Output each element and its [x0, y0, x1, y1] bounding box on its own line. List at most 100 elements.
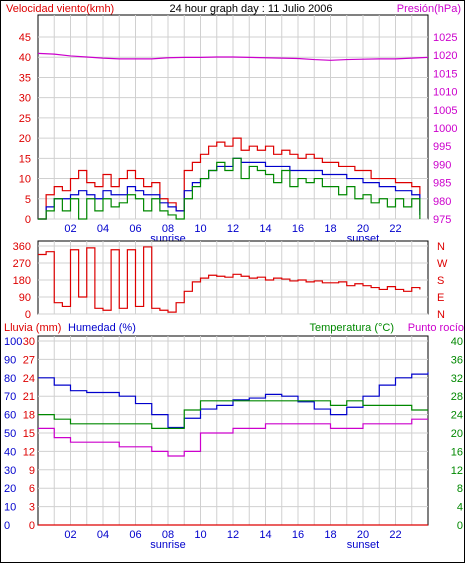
compass-tick-label: S [437, 275, 444, 287]
x-tick-label: 08 [162, 529, 174, 541]
series-punto-rocío-line [38, 418, 428, 457]
rain-tick-label: 18 [23, 410, 35, 422]
temperature-tick-label: 0 [457, 520, 463, 532]
pressure-tick-label: 995 [433, 141, 451, 153]
compass-tick-label: E [437, 292, 444, 304]
wind-tick-label: 35 [19, 72, 31, 84]
rain-tick-label: 0 [29, 520, 35, 532]
humidity-tick-label: 20 [4, 483, 16, 495]
x-note-sunrise: sunrise [150, 539, 185, 551]
humidity-tick-label: 100 [4, 336, 22, 348]
wind-tick-label: 5 [25, 194, 31, 206]
compass-tick-label: N [437, 241, 445, 253]
temperature-tick-label: 40 [451, 336, 463, 348]
x-note-sunset: sunset [347, 539, 379, 551]
direction-tick-label: 0 [25, 309, 31, 321]
wind-speed-axis-label: Velocidad viento(kmh) [6, 3, 114, 15]
x-tick-label: 02 [64, 223, 76, 235]
pressure-axis-label: Presión(hPa) [397, 3, 461, 15]
x-tick-label: 04 [97, 223, 109, 235]
x-tick-label: 14 [259, 223, 271, 235]
temperature-tick-label: 36 [451, 354, 463, 366]
pressure-tick-label: 985 [433, 178, 451, 190]
humidity-tick-label: 80 [4, 373, 16, 385]
x-tick-label: 10 [194, 223, 206, 235]
wind-tick-label: 0 [25, 214, 31, 226]
temperature-tick-label: 12 [451, 465, 463, 477]
x-tick-label: 20 [357, 529, 369, 541]
pressure-tick-label: 990 [433, 159, 451, 171]
rain-tick-label: 9 [29, 465, 35, 477]
humidity-tick-label: 60 [4, 410, 16, 422]
pressure-tick-label: 1005 [433, 105, 457, 117]
chart-title: 24 hour graph day : 11 Julio 2006 [169, 3, 332, 15]
x-tick-label: 14 [259, 529, 271, 541]
humidity-tick-label: 40 [4, 446, 16, 458]
series-presión-line [37, 52, 429, 61]
direction-tick-label: 270 [13, 258, 31, 270]
wind-tick-label: 30 [19, 93, 31, 105]
series-humedad-line [38, 372, 429, 429]
x-tick-label: 16 [292, 223, 304, 235]
temperature-tick-label: 4 [457, 502, 463, 514]
temperature-axis-label: Temperatura (°C) [310, 322, 394, 334]
pressure-tick-label: 1015 [433, 68, 457, 80]
x-tick-label: 08 [162, 223, 174, 235]
rain-tick-label: 24 [23, 373, 35, 385]
pressure-tick-label: 975 [433, 214, 451, 226]
x-tick-label: 12 [227, 223, 239, 235]
compass-tick-label: N [437, 309, 445, 321]
series-wind-direction-line [38, 246, 421, 313]
wind-tick-label: 20 [19, 133, 31, 145]
humidity-tick-label: 70 [4, 391, 16, 403]
rain-tick-label: 21 [23, 391, 35, 403]
x-tick-label: 22 [389, 223, 401, 235]
x-tick-label: 02 [64, 529, 76, 541]
x-tick-label: 18 [324, 223, 336, 235]
temperature-tick-label: 8 [457, 483, 463, 495]
wind-tick-label: 15 [19, 153, 31, 165]
wind-tick-label: 40 [19, 52, 31, 64]
direction-tick-label: 90 [19, 292, 31, 304]
temperature-tick-label: 32 [451, 373, 463, 385]
x-tick-label: 18 [324, 529, 336, 541]
wind-tick-label: 45 [19, 32, 31, 44]
series-temperatura-line [38, 400, 428, 429]
direction-tick-label: 180 [13, 275, 31, 287]
pressure-tick-label: 980 [433, 196, 451, 208]
x-tick-label: 20 [357, 223, 369, 235]
temperature-tick-label: 24 [451, 410, 463, 422]
wind-tick-label: 25 [19, 113, 31, 125]
x-tick-label: 06 [129, 529, 141, 541]
humidity-tick-label: 10 [4, 502, 16, 514]
temperature-tick-label: 16 [451, 446, 463, 458]
rain-tick-label: 30 [23, 336, 35, 348]
x-tick-label: 10 [194, 529, 206, 541]
temperature-tick-label: 20 [451, 428, 463, 440]
rain-tick-label: 12 [23, 446, 35, 458]
humidity-tick-label: 0 [4, 520, 10, 532]
humidity-tick-label: 50 [4, 428, 16, 440]
direction-tick-label: 360 [13, 241, 31, 253]
series-racha-line [38, 137, 421, 220]
rain-tick-label: 3 [29, 502, 35, 514]
rain-tick-label: 27 [23, 354, 35, 366]
series-viento-line [38, 157, 421, 220]
pressure-tick-label: 1000 [433, 123, 457, 135]
x-tick-label: 06 [129, 223, 141, 235]
temperature-tick-label: 28 [451, 391, 463, 403]
x-tick-label: 16 [292, 529, 304, 541]
x-tick-label: 04 [97, 529, 109, 541]
humidity-axis-label: Humedad (%) [68, 322, 136, 334]
rain-tick-label: 6 [29, 483, 35, 495]
rain-axis-label: Lluvia (mm) [4, 322, 61, 334]
pressure-tick-label: 1020 [433, 50, 457, 62]
x-tick-label: 22 [389, 529, 401, 541]
rain-tick-label: 15 [23, 428, 35, 440]
x-tick-label: 12 [227, 529, 239, 541]
pressure-tick-label: 1010 [433, 87, 457, 99]
wind-tick-label: 10 [19, 174, 31, 186]
humidity-tick-label: 90 [4, 354, 16, 366]
